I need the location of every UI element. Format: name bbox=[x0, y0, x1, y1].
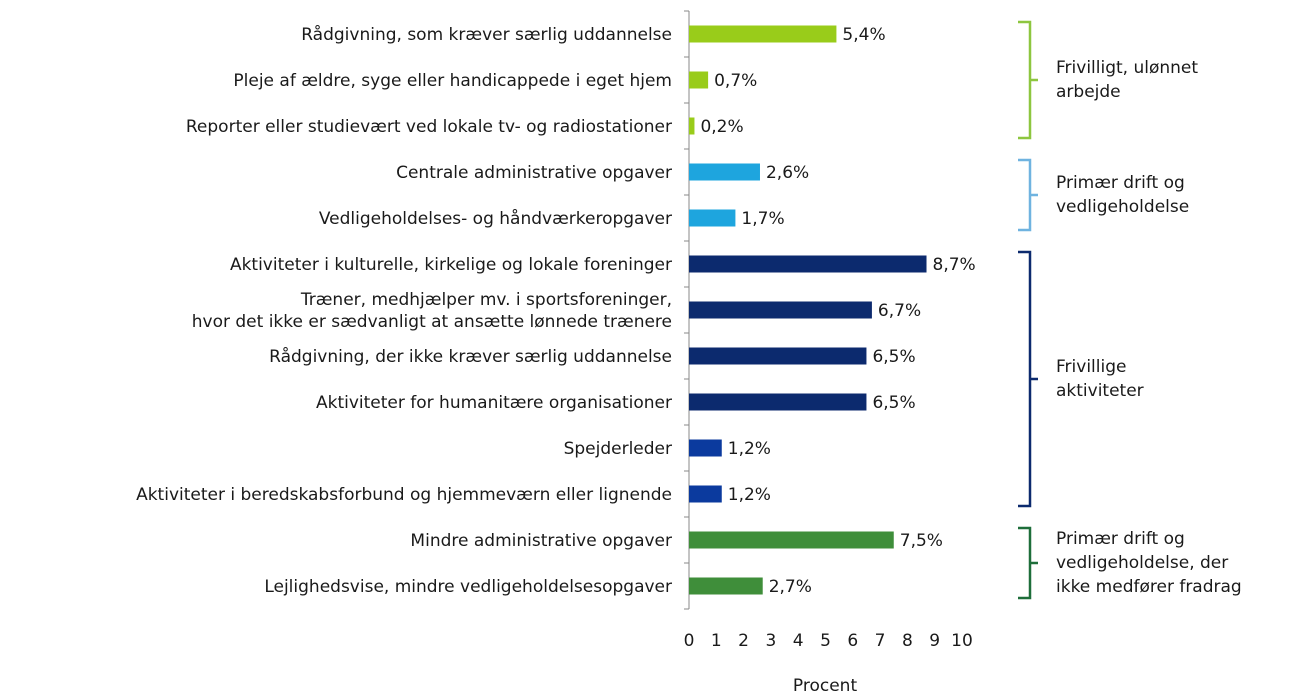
x-tick-label: 10 bbox=[951, 631, 973, 651]
group-label: Frivilligt, ulønnet arbejde bbox=[1056, 58, 1198, 102]
group-label: Frivillige aktiviteter bbox=[1056, 357, 1144, 401]
bar bbox=[689, 25, 837, 43]
category-label: Reporter eller studievært ved lokale tv-… bbox=[186, 117, 672, 137]
category-label: Spejderleder bbox=[564, 439, 672, 459]
value-label: 6,5% bbox=[872, 347, 915, 367]
value-label: 6,5% bbox=[872, 393, 915, 413]
x-tick-label: 4 bbox=[793, 631, 804, 651]
bar bbox=[689, 347, 867, 365]
group-bracket bbox=[1018, 20, 1038, 140]
value-label: 1,2% bbox=[728, 439, 771, 459]
x-tick-label: 7 bbox=[875, 631, 886, 651]
group-bracket bbox=[1018, 158, 1038, 232]
value-label: 2,7% bbox=[769, 577, 812, 597]
value-label: 5,4% bbox=[842, 25, 885, 45]
value-label: 2,6% bbox=[766, 163, 809, 183]
value-label: 8,7% bbox=[933, 255, 976, 275]
value-label: 6,7% bbox=[878, 301, 921, 321]
bar bbox=[689, 255, 927, 273]
bar bbox=[689, 301, 872, 319]
category-label: Vedligeholdelses- og håndværkeropgaver bbox=[319, 208, 672, 229]
x-tick-label: 1 bbox=[711, 631, 722, 651]
x-tick-label: 5 bbox=[820, 631, 831, 651]
bar bbox=[689, 577, 763, 595]
category-label: Mindre administrative opgaver bbox=[410, 531, 672, 551]
category-label: Aktiviteter for humanitære organisatione… bbox=[316, 393, 672, 413]
group-label: Primær drift og vedligeholdelse bbox=[1056, 173, 1189, 217]
value-label: 1,2% bbox=[728, 485, 771, 505]
value-label: 0,2% bbox=[700, 117, 743, 137]
category-label: Aktiviteter i kulturelle, kirkelige og l… bbox=[230, 255, 672, 275]
value-label: 1,7% bbox=[741, 209, 784, 229]
bar bbox=[689, 163, 760, 181]
x-tick-label: 0 bbox=[684, 631, 695, 651]
category-label: Aktiviteter i beredskabsforbund og hjemm… bbox=[136, 485, 672, 505]
x-tick-label: 3 bbox=[765, 631, 776, 651]
bar bbox=[689, 209, 736, 227]
value-label: 0,7% bbox=[714, 71, 757, 91]
bar bbox=[689, 531, 894, 549]
x-tick-label: 8 bbox=[902, 631, 913, 651]
group-label: Primær drift og vedligeholdelse, der ikke … bbox=[1056, 529, 1242, 597]
category-label: Lejlighedsvise, mindre vedligeholdelseso… bbox=[264, 577, 672, 597]
x-tick-label: 2 bbox=[738, 631, 749, 651]
category-label: Rådgivning, som kræver særlig uddannelse bbox=[301, 24, 672, 45]
bar bbox=[689, 485, 722, 503]
x-tick-label: 9 bbox=[929, 631, 940, 651]
value-label: 7,5% bbox=[900, 531, 943, 551]
bar bbox=[689, 71, 709, 89]
category-label: Træner, medhjælper mv. i sportsforeninge… bbox=[192, 290, 672, 332]
bar bbox=[689, 439, 722, 457]
x-axis-label: Procent bbox=[793, 676, 858, 693]
bar bbox=[689, 117, 695, 135]
category-label: Rådgivning, der ikke kræver særlig uddan… bbox=[269, 346, 672, 367]
category-label: Centrale administrative opgaver bbox=[396, 163, 672, 183]
x-tick-label: 6 bbox=[847, 631, 858, 651]
group-bracket bbox=[1018, 250, 1038, 508]
bar bbox=[689, 393, 867, 411]
category-label: Pleje af ældre, syge eller handicappede … bbox=[233, 71, 672, 91]
group-bracket bbox=[1018, 526, 1038, 600]
